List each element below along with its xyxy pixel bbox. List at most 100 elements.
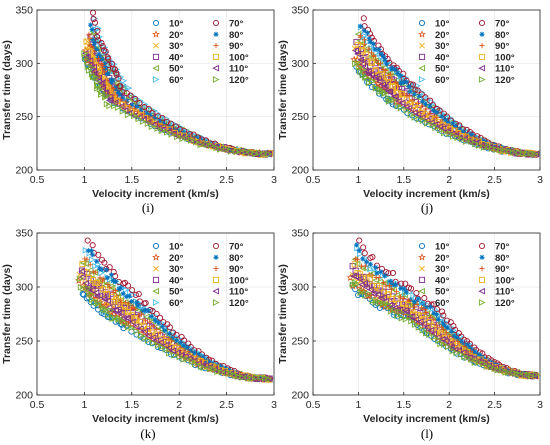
data-point-k-11: [124, 315, 132, 322]
data-point-j-6: [402, 74, 410, 81]
data-point-i-7: [159, 115, 166, 122]
data-point-j-11: [414, 110, 422, 118]
legend-entry: 110°: [495, 64, 514, 75]
y-tick-label: 250: [291, 336, 309, 348]
legend-marker: [478, 299, 486, 306]
data-point-l-11: [363, 284, 370, 291]
data-point-j-12: [480, 144, 488, 151]
data-point-k-10: [121, 303, 128, 310]
data-point-k-11: [109, 307, 116, 314]
legend-entry: 30°: [435, 264, 450, 275]
data-point-k-12: [137, 331, 145, 339]
legend-marker: [212, 76, 220, 83]
data-point-i-12: [144, 120, 152, 127]
data-point-j-11: [352, 47, 359, 55]
data-point-j-2: [376, 81, 385, 89]
data-point-j-11: [381, 82, 389, 90]
data-point-j-10: [398, 90, 405, 98]
legend-entry: 80°: [229, 253, 244, 264]
data-point-i-8: [91, 40, 97, 46]
data-point-i-7: [94, 27, 101, 34]
data-point-i-8: [109, 78, 116, 84]
legend: 10°20°30°40°50°60° 70°80°90°100°110°120°: [418, 242, 515, 309]
data-point-k-12: [105, 311, 113, 319]
data-point-i-12: [213, 144, 221, 152]
data-point-i-11: [117, 102, 125, 110]
data-point-i-6: [133, 95, 141, 103]
data-point-k-12: [258, 374, 265, 381]
data-point-j-12: [509, 148, 517, 156]
data-point-k-12: [91, 299, 98, 306]
data-point-l-12: [357, 289, 365, 296]
legend-entry: 40°: [435, 275, 450, 286]
data-point-k-12: [162, 346, 170, 353]
data-point-j-11: [436, 123, 444, 130]
legend-marker: [419, 42, 425, 49]
x-tick-label: 2: [176, 399, 182, 411]
data-point-l-11: [492, 364, 500, 371]
legend-marker: [152, 287, 160, 295]
data-point-k-12: [262, 374, 269, 382]
x-tick-label: 0.5: [30, 174, 45, 186]
data-point-k-5: [94, 277, 102, 284]
data-point-j-8: [398, 73, 404, 79]
data-point-i-12: [260, 150, 268, 158]
data-point-j-8: [381, 54, 387, 60]
data-point-k-12: [107, 307, 115, 314]
legend-entry: 70°: [229, 19, 244, 30]
data-point-l-8: [401, 286, 407, 292]
data-point-l-7: [385, 270, 392, 277]
data-point-l-12: [408, 317, 415, 325]
x-tick-label: 1: [355, 399, 361, 411]
data-point-j-12: [458, 135, 466, 143]
data-point-i-11: [86, 57, 94, 64]
legend-entry: 10°: [435, 242, 450, 253]
legend-entry: 110°: [495, 287, 514, 298]
data-point-k-8: [140, 308, 146, 314]
data-point-k-6: [95, 261, 102, 268]
data-point-l-9: [383, 283, 389, 289]
data-point-k-12: [76, 275, 84, 283]
data-point-k-12: [171, 351, 178, 359]
legend-entry: 60°: [169, 298, 184, 309]
legend-entry: 40°: [169, 275, 184, 286]
legend-entry: 120°: [495, 75, 515, 86]
data-point-k-8: [200, 354, 206, 360]
data-point-l-11: [470, 355, 478, 363]
data-point-j-10: [422, 111, 429, 118]
data-point-j-8: [394, 70, 401, 76]
data-point-k-8: [123, 294, 129, 300]
y-tick-label: 350: [15, 228, 33, 240]
data-point-j-9: [371, 52, 377, 58]
data-point-j-8: [406, 84, 412, 90]
data-point-j-12: [501, 147, 509, 154]
legend-marker: [418, 64, 426, 72]
data-point-l-11: [427, 327, 435, 334]
data-point-l-5: [376, 278, 383, 286]
data-point-l-9: [412, 304, 418, 310]
x-tick-label: 1: [355, 174, 361, 186]
legend-entry: 100°: [495, 52, 515, 63]
data-point-j-8: [382, 57, 388, 63]
legend-entry: 50°: [435, 64, 450, 75]
data-point-k-9: [97, 275, 103, 281]
data-point-k-12: [218, 368, 226, 376]
data-point-l-8: [470, 349, 476, 355]
data-point-l-11: [377, 294, 385, 302]
data-point-k-9: [147, 319, 153, 325]
data-point-j-8: [419, 99, 426, 105]
data-point-j-12: [373, 84, 380, 92]
legend-marker: [418, 253, 426, 261]
data-point-i-6: [141, 101, 149, 108]
data-point-l-9: [414, 301, 420, 308]
y-tick-label: 250: [291, 111, 309, 123]
data-point-k-9: [129, 305, 135, 311]
y-axis-label: Transfer time (days): [1, 40, 13, 140]
data-point-i-12: [197, 141, 205, 149]
data-point-k-7: [106, 264, 113, 271]
data-point-i-7: [172, 123, 179, 130]
legend-marker: [152, 76, 160, 83]
data-point-k-11: [78, 273, 86, 281]
data-point-k-7: [84, 237, 91, 244]
